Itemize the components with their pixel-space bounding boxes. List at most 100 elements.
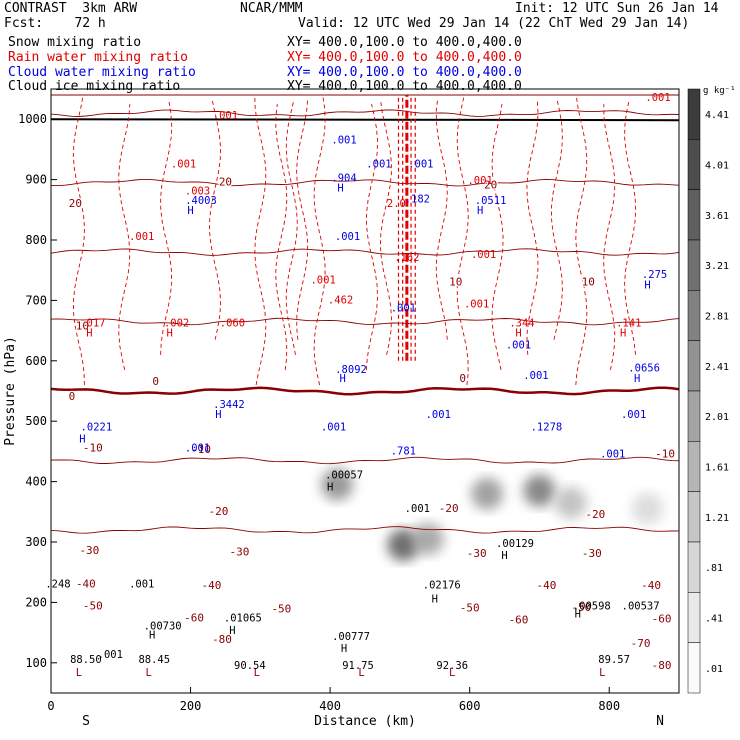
annotation-7: L <box>358 667 364 679</box>
annotation-34: .781 <box>391 445 416 457</box>
annotation-15: H <box>149 630 155 642</box>
rain-contour-2 <box>160 101 173 355</box>
y-tick-label-300: 300 <box>25 535 47 549</box>
rain-contour-15 <box>551 98 563 340</box>
annotation-58: .462 <box>328 294 353 306</box>
temperature-label-8: -50 <box>460 601 480 614</box>
surface-line <box>50 118 680 122</box>
annotation-19: .248 <box>45 578 70 590</box>
annotation-72: 2.0 <box>387 198 406 210</box>
temperature-label-6: -50 <box>83 600 103 613</box>
snow-plume-3 <box>471 477 504 510</box>
temperature-label-22: -10 <box>191 443 211 456</box>
temperature-contour--20 <box>50 248 680 256</box>
annotation-79: .001 <box>366 159 391 171</box>
colorbar-swatch-8 <box>687 491 701 543</box>
y-tick-label-700: 700 <box>25 293 47 307</box>
annotation-76: .001 <box>467 175 492 187</box>
annotation-26: H <box>501 550 507 562</box>
temperature-label-4: -60 <box>509 614 529 627</box>
annotation-70: H <box>477 205 483 217</box>
annotation-11: L <box>599 667 605 679</box>
x-tick-label-600: 600 <box>459 699 481 713</box>
temperature-label-1: -80 <box>212 633 232 646</box>
snow-plume-0 <box>321 468 354 501</box>
annotation-66: .162 <box>394 252 419 264</box>
temperature-label-32: 20 <box>484 179 497 192</box>
annotation-2: .001 <box>98 649 123 661</box>
annotation-41: .3442 <box>213 399 245 411</box>
annotation-22: .02176 <box>423 580 461 592</box>
temperature-label-5: -60 <box>652 612 672 625</box>
snow-plume-4 <box>523 474 556 507</box>
colorbar-swatch-3 <box>687 239 701 291</box>
field-label-cloud-water: Cloud water mixing ratio <box>8 65 196 80</box>
snow-plume-6 <box>631 492 664 525</box>
annotation-13: H <box>341 643 347 655</box>
annotation-60: .001 <box>464 299 489 311</box>
annotation-51: .002 <box>164 317 189 329</box>
field-xy-snow: XY= 400.0,100.0 to 400.0,400.0 <box>287 35 522 50</box>
annotation-69: .003 <box>185 186 210 198</box>
x-tick-label-0: 0 <box>47 699 54 713</box>
header-fcst: Fcst: 72 h <box>4 16 106 31</box>
annotation-1: 88.50 <box>70 654 102 666</box>
rain-contour-7 <box>296 98 309 340</box>
rain-contour-10 <box>379 101 392 355</box>
temperature-contour-0 <box>50 386 680 396</box>
snow-shading-layer <box>321 468 664 562</box>
annotation-layer: -80-80 -70-60 -60 -60-50 -50 -50 -50-40 -40 -40-… <box>45 92 676 679</box>
plot-frame <box>50 88 680 694</box>
rain-contour-6 <box>285 100 298 355</box>
rain-contour-12 <box>456 94 469 386</box>
temperature-contour--30 <box>50 178 680 187</box>
temperature-label-27: 10 <box>76 319 89 332</box>
annotation-6: 90.54 <box>234 660 266 672</box>
temperature-label-23: -10 <box>655 447 675 460</box>
annotation-63: H <box>644 279 650 291</box>
temperature-contour-20 <box>50 526 680 534</box>
annotation-67: H <box>187 205 193 217</box>
temperature-label-19: -20 <box>439 502 459 515</box>
annotation-20: .001 <box>129 578 154 590</box>
colorbar-swatch-9 <box>687 541 701 593</box>
header-org: NCAR/MMM <box>240 1 303 16</box>
annotation-14: .00777 <box>332 631 370 643</box>
annotation-28: .001 <box>405 503 430 515</box>
axes-layer: 0 200 400 600 800100200300400500600700800900… <box>3 112 664 729</box>
rain-contours-layer <box>72 94 637 386</box>
annotation-45: .001 <box>506 340 531 352</box>
annotation-9: L <box>449 667 455 679</box>
annotation-52: .060 <box>220 317 245 329</box>
annotation-74: H <box>337 183 343 195</box>
annotation-50: H <box>166 328 172 340</box>
annotation-40: H <box>215 409 221 421</box>
colorbar: 4.41 4.01 3.61 3.21 2.81 2.41 2.01 1.61 1.21 .81.… <box>687 86 736 694</box>
annotation-53: H <box>515 328 521 340</box>
rain-contour-16 <box>575 94 588 386</box>
annotation-27: .00129 <box>496 538 534 550</box>
temperature-label-28: 10 <box>449 275 462 288</box>
temperature-label-15: -30 <box>229 545 249 558</box>
annotation-38: .1278 <box>531 421 563 433</box>
rain-contour-18 <box>624 101 637 355</box>
south-label: S <box>82 714 90 729</box>
colorbar-swatch-7 <box>687 441 701 492</box>
colorbar-label-5: 2.41 <box>705 362 729 373</box>
temperature-label-13: -40 <box>641 579 661 592</box>
temperature-label-7: -50 <box>271 603 291 616</box>
temperature-label-18: -20 <box>209 505 229 518</box>
y-tick-label-200: 200 <box>25 595 47 609</box>
annotation-10: 92.36 <box>436 660 468 672</box>
rain-contour-5 <box>275 104 288 370</box>
annotation-78: .001 <box>408 159 433 171</box>
annotation-23: H <box>575 609 581 621</box>
annotation-56: .141 <box>616 317 641 329</box>
field-xy-cloud-ice: XY= 400.0,100.0 to 400.0,400.0 <box>287 79 522 94</box>
field-xy-rain: XY= 400.0,100.0 to 400.0,400.0 <box>287 50 522 65</box>
annotation-35: .001 <box>321 421 346 433</box>
colorbar-label-0: 4.41 <box>705 110 729 121</box>
annotation-71: .0511 <box>475 195 507 207</box>
field-label-cloud-ice: Cloud ice mixing ratio <box>8 79 181 94</box>
